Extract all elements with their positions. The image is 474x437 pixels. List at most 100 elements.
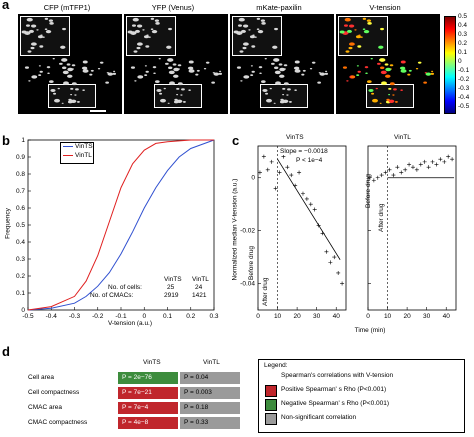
adhesion-dot xyxy=(257,30,264,34)
y-tick-label: -0.04 xyxy=(240,281,255,288)
adhesion-dot xyxy=(28,29,34,33)
adhesion-dot xyxy=(143,35,149,39)
adhesion-dot xyxy=(348,24,355,28)
adhesion-dot xyxy=(132,17,139,22)
data-point xyxy=(336,270,341,275)
x-tick-label: 10 xyxy=(274,313,282,320)
adhesion-dot xyxy=(169,81,175,85)
x-tick-label: 0 xyxy=(142,313,146,320)
inset-top-cfp xyxy=(20,16,70,56)
adhesion-dot xyxy=(283,64,288,67)
adhesion-dot xyxy=(365,72,368,74)
adhesion-dot xyxy=(346,80,349,82)
adhesion-dot xyxy=(274,66,279,70)
p-value-cell-vints: P = 4e−8 xyxy=(118,417,178,429)
x-tick-label: 20 xyxy=(293,313,301,320)
after-drug-label-right: After drug xyxy=(378,203,385,232)
adhesion-dot xyxy=(176,94,179,96)
adhesion-dot xyxy=(68,98,72,101)
x-tick-label: -0.2 xyxy=(92,313,104,320)
data-point xyxy=(261,154,266,159)
adhesion-dot xyxy=(173,67,180,72)
adhesion-dot xyxy=(364,66,369,69)
x-tick-label: 10 xyxy=(384,313,392,320)
series-line-vintl xyxy=(27,139,214,311)
adhesion-dot xyxy=(407,73,411,76)
adhesion-dot xyxy=(357,45,362,48)
colorbar-tick: 0.5 xyxy=(458,13,468,20)
adhesion-dot xyxy=(379,58,386,62)
adhesion-dot xyxy=(350,75,356,79)
y-tick-label: 0.3 xyxy=(16,256,25,263)
adhesion-dot xyxy=(137,42,143,46)
data-point xyxy=(332,255,337,260)
adhesion-dot xyxy=(205,61,210,64)
data-point xyxy=(450,157,455,162)
adhesion-dot xyxy=(90,69,94,72)
adhesion-dot xyxy=(394,101,398,103)
data-point xyxy=(434,162,439,167)
adhesion-dot xyxy=(362,17,367,20)
slope-annotation: Slope = −0.0018 xyxy=(280,148,328,155)
adhesion-dot xyxy=(156,88,162,93)
adhesion-dot xyxy=(46,66,51,69)
data-point xyxy=(308,202,313,207)
chart-c-frame xyxy=(257,145,347,311)
data-point xyxy=(316,223,321,228)
adhesion-dot xyxy=(82,89,85,92)
adhesion-dot xyxy=(127,30,133,34)
adhesion-dot xyxy=(167,102,170,104)
adhesion-dot xyxy=(48,19,54,22)
adhesion-dot xyxy=(39,45,44,48)
scale-bar xyxy=(90,110,106,112)
title-vtension: V-tension xyxy=(369,3,401,12)
adhesion-dot xyxy=(36,29,39,31)
title-mkate: mKate-paxilin xyxy=(256,3,302,12)
adhesion-dot xyxy=(236,66,241,69)
data-point xyxy=(297,170,302,175)
adhesion-dot xyxy=(378,45,384,49)
adhesion-dot xyxy=(264,58,267,60)
y-tick-label: 1 xyxy=(21,137,25,144)
adhesion-dot xyxy=(282,99,289,104)
adhesion-dot xyxy=(294,60,300,64)
adhesion-dot xyxy=(131,24,136,27)
data-point xyxy=(426,165,431,170)
data-point xyxy=(418,162,423,167)
data-point xyxy=(422,159,427,164)
adhesion-dot xyxy=(133,50,138,53)
legend-line-vints xyxy=(63,146,73,147)
adhesion-dot xyxy=(188,69,195,73)
adhesion-dot xyxy=(261,80,266,83)
adhesion-dot xyxy=(177,82,183,86)
adhesion-dot xyxy=(145,70,149,73)
adhesion-dot xyxy=(32,75,38,79)
count-table-cell: 24 xyxy=(195,284,203,291)
y-tick-label: 0.1 xyxy=(16,290,25,297)
adhesion-dot xyxy=(28,80,31,82)
adhesion-dot xyxy=(155,22,160,25)
adhesion-dot xyxy=(282,94,285,96)
adhesion-dot xyxy=(346,29,352,33)
count-table-cell: 25 xyxy=(167,284,175,291)
adhesion-dot xyxy=(249,35,255,39)
adhesion-dot xyxy=(415,68,419,70)
adhesion-dot xyxy=(278,63,283,66)
data-point xyxy=(269,159,274,164)
legend-swatch-negative xyxy=(265,399,277,411)
adhesion-dot xyxy=(380,66,385,70)
adhesion-dot xyxy=(366,19,372,22)
before-drug-label-left: Before drug xyxy=(248,246,255,280)
adhesion-dot xyxy=(357,70,361,73)
adhesion-dot xyxy=(380,70,387,75)
col-header-vints: VinTS xyxy=(143,359,161,366)
colorbar-tick: -0.5 xyxy=(458,103,470,110)
inset-bottom-yfp xyxy=(154,84,202,108)
adhesion-dot xyxy=(372,98,378,103)
adhesion-dot xyxy=(196,69,200,72)
adhesion-dot xyxy=(301,73,305,76)
legend-subtitle: Spearman's correlations with V-tension xyxy=(281,372,394,379)
y-tick-label: 0.2 xyxy=(16,273,25,280)
data-point xyxy=(446,154,451,159)
adhesion-dot xyxy=(218,72,223,75)
